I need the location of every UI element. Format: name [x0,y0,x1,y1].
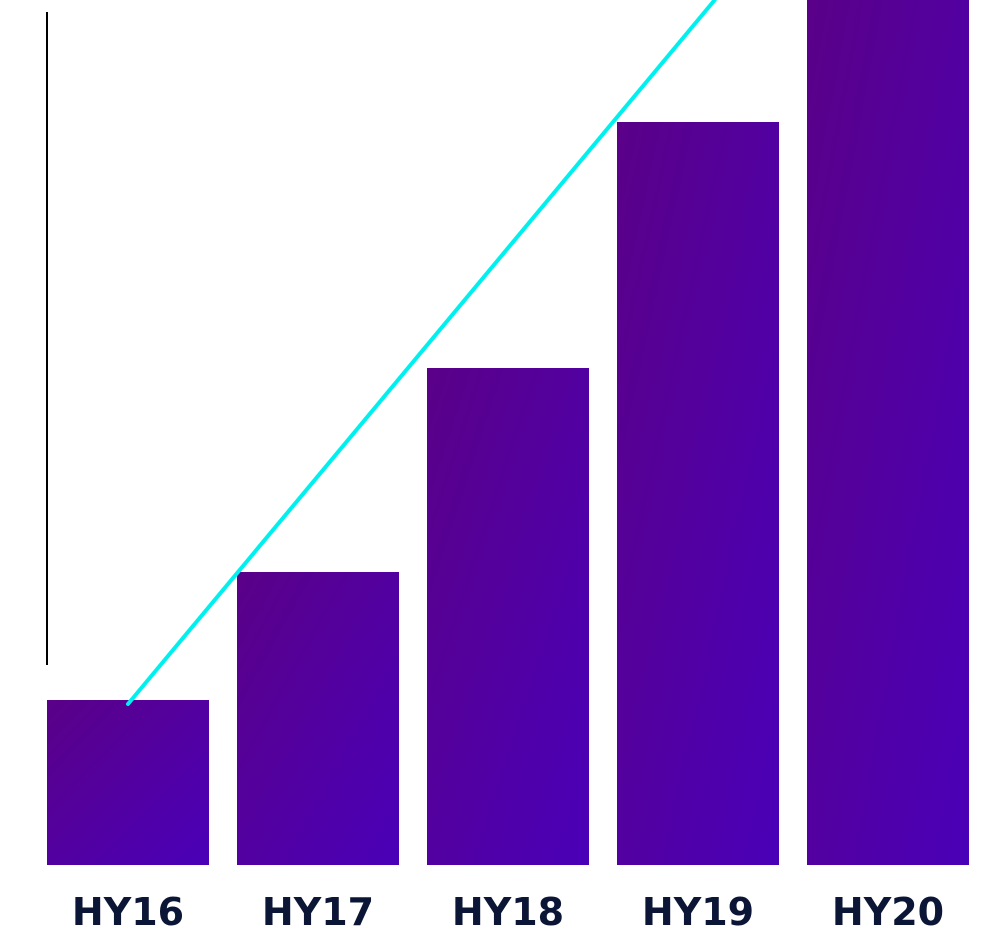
x-tick-label-hy17: HY17 [262,890,374,934]
bar-hy16 [47,700,209,865]
x-tick-label-hy18: HY18 [452,890,564,934]
bar-hy20 [807,0,969,865]
x-tick-label-hy20: HY20 [832,890,944,934]
bars-group [47,0,969,865]
bar-hy17 [237,572,399,865]
x-tick-labels: HY16 HY17 HY18 HY19 HY20 [72,890,944,934]
bar-hy19 [617,122,779,865]
bar-hy18 [427,368,589,865]
trend-line [126,0,717,706]
x-tick-label-hy16: HY16 [72,890,184,934]
x-tick-label-hy19: HY19 [642,890,754,934]
